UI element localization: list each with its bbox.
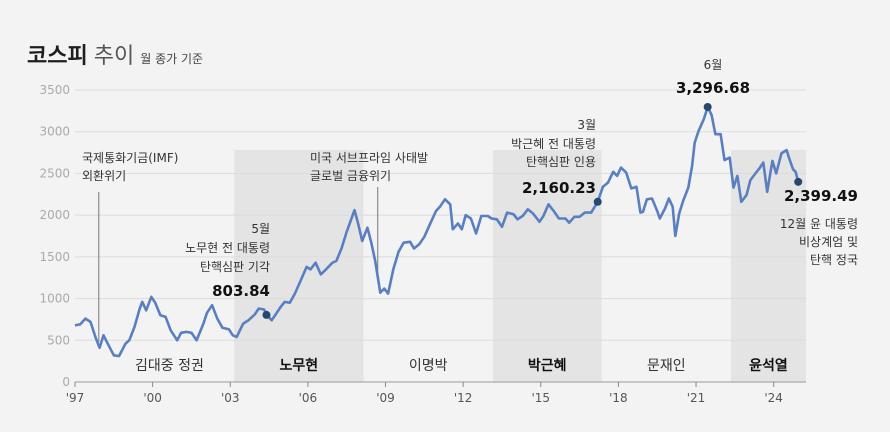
highlight-note-line: 탄핵 정국 xyxy=(810,253,858,267)
y-tick-label: 2500 xyxy=(39,166,70,180)
x-tick-label: '21 xyxy=(687,391,706,405)
event-note-line: 외환위기 xyxy=(82,169,126,183)
highlight-note-line: 박근혜 전 대통령 xyxy=(511,137,596,151)
highlight-note-line: 비상계엄 및 xyxy=(799,235,858,249)
y-tick-label: 2000 xyxy=(39,208,70,222)
x-tick-label: '24 xyxy=(764,391,783,405)
highlight-note-line: 12월 윤 대통령 xyxy=(780,217,858,231)
highlight-value: 3,296.68 xyxy=(676,79,750,97)
highlight-month: 5월 xyxy=(251,222,270,236)
highlight-value: 803.84 xyxy=(212,282,270,300)
x-tick-label: '09 xyxy=(376,391,395,405)
era-label: 김대중 정권 xyxy=(135,358,204,374)
era-label: 윤석열 xyxy=(749,357,788,374)
highlight-note-line: 노무현 전 대통령 xyxy=(185,241,270,255)
highlight-month: 6월 xyxy=(704,58,723,72)
y-tick-label: 3000 xyxy=(39,125,70,139)
highlight-point xyxy=(593,197,602,206)
chart-title-block: 코스피 추이 월 종가 기준 xyxy=(27,38,203,70)
x-tick-label: '97 xyxy=(66,391,85,405)
y-tick-label: 500 xyxy=(47,333,70,347)
highlight-point xyxy=(262,310,271,319)
x-tick-label: '03 xyxy=(221,391,240,405)
chart-basis-note: 월 종가 기준 xyxy=(140,52,204,66)
event-note-line: 국제통화기금(IMF) xyxy=(82,151,178,165)
x-tick-label: '18 xyxy=(609,391,628,405)
era-label: 박근혜 xyxy=(528,357,567,374)
highlight-point xyxy=(794,177,803,186)
highlight-point xyxy=(703,102,712,111)
x-tick-label: '12 xyxy=(454,391,473,405)
x-tick-label: '06 xyxy=(299,391,318,405)
chart-title: 코스피 xyxy=(27,44,88,69)
era-label: 이명박 xyxy=(409,358,448,374)
highlight-month: 3월 xyxy=(577,118,596,132)
highlight-note-line: 탄핵심판 기각 xyxy=(200,260,270,274)
highlight-value: 2,399.49 xyxy=(784,187,858,205)
event-note-line: 미국 서브프라임 사태발 xyxy=(310,151,428,165)
y-tick-label: 1000 xyxy=(39,292,70,306)
y-tick-label: 1500 xyxy=(39,250,70,264)
x-tick-label: '00 xyxy=(143,391,162,405)
highlight-note-line: 탄핵심판 인용 xyxy=(526,155,596,169)
x-tick-label: '15 xyxy=(531,391,550,405)
y-tick-label: 3500 xyxy=(39,83,70,97)
era-label: 문재인 xyxy=(647,358,686,374)
era-band-1 xyxy=(234,150,364,382)
event-note-line: 글로벌 금융위기 xyxy=(310,169,391,183)
era-label: 노무현 xyxy=(280,358,319,374)
highlight-value: 2,160.23 xyxy=(522,179,596,197)
series-line xyxy=(74,105,800,358)
y-tick-label: 0 xyxy=(62,375,70,389)
era-band-3 xyxy=(492,150,602,382)
chart-subtitle: 추이 xyxy=(93,44,135,69)
